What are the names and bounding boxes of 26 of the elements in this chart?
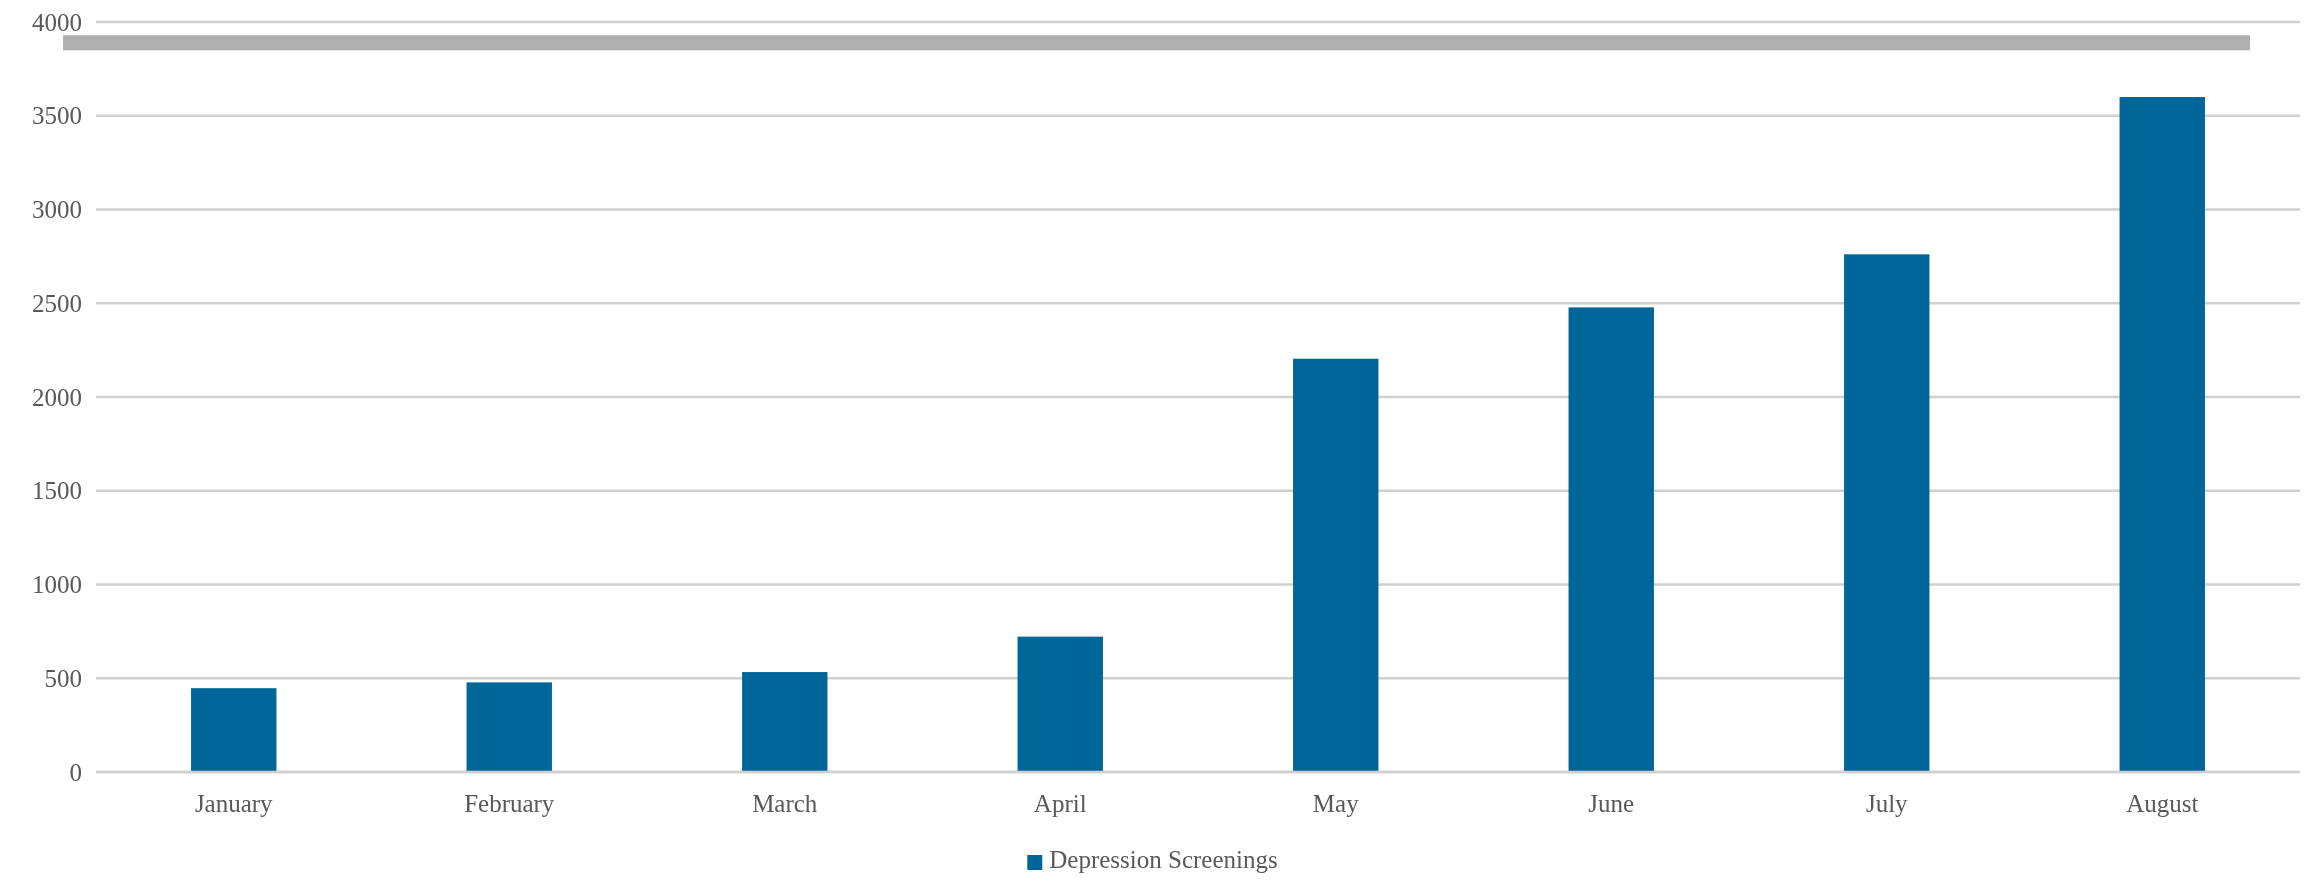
x-tick-label: August [2126, 789, 2199, 817]
y-tick-label: 2500 [32, 289, 82, 317]
y-tick-label: 0 [69, 758, 82, 786]
x-tick-label: April [1033, 789, 1087, 817]
bar [1568, 307, 1654, 772]
y-tick-label: 3000 [32, 196, 82, 223]
x-tick-label: May [1312, 789, 1360, 817]
x-tick-label: January [194, 789, 274, 817]
bar [1844, 254, 1930, 772]
bar [191, 688, 277, 772]
bar [2119, 97, 2205, 772]
bar [1017, 636, 1103, 772]
x-tick-label: February [464, 789, 555, 817]
y-tick-label: 2000 [32, 383, 82, 411]
x-tick-label: March [752, 789, 818, 817]
y-tick-label: 1000 [32, 571, 82, 598]
bar [1293, 358, 1379, 772]
y-tick-label: 4000 [32, 8, 82, 36]
x-tick-label: June [1588, 789, 1635, 817]
bar [466, 682, 552, 772]
y-tick-label: 500 [44, 664, 82, 692]
y-tick-label: 3500 [32, 102, 82, 130]
x-tick-label: July [1865, 789, 1909, 817]
y-tick-label: 1500 [32, 477, 82, 505]
legend-label: Depression Screenings [1049, 846, 1278, 873]
bar [742, 672, 828, 772]
